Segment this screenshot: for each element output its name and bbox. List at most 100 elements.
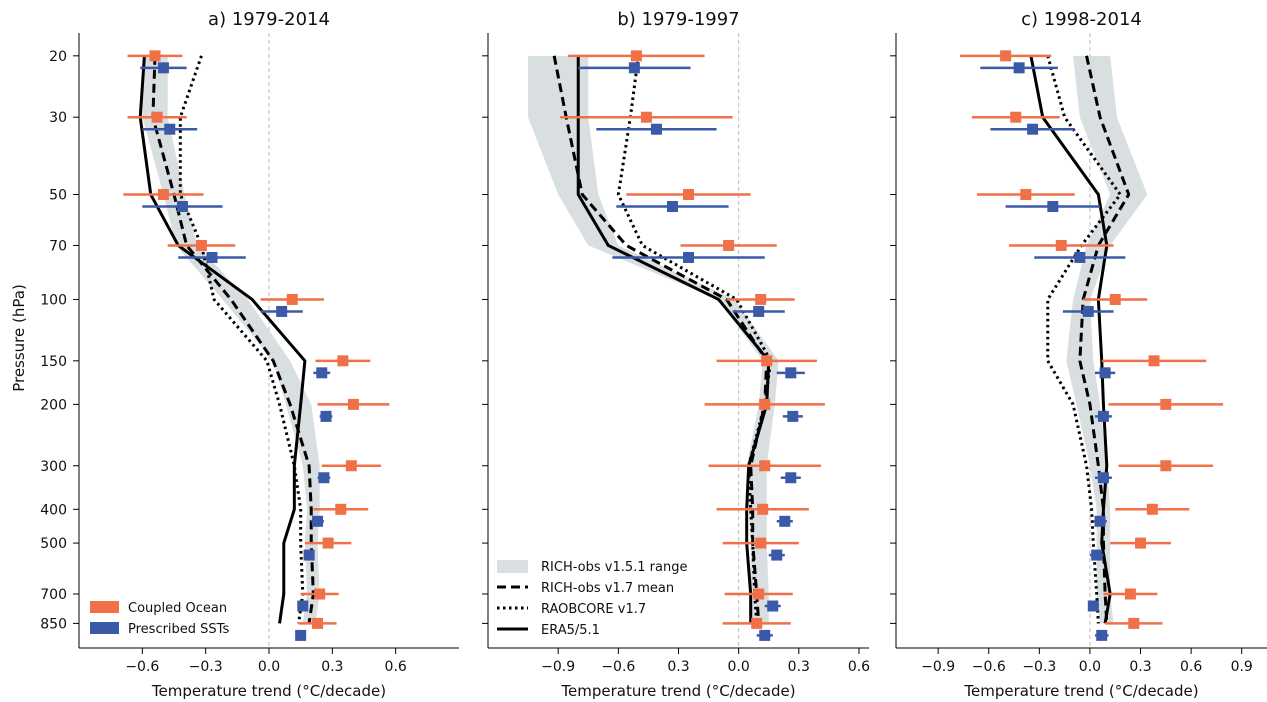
x-axis-title: Temperature trend (°C/decade) (963, 682, 1198, 700)
prescribed-point (157, 62, 169, 74)
panel-b-title: b) 1979-1997 (617, 9, 739, 30)
coupled-point (630, 50, 642, 62)
coupled-point (683, 189, 695, 201)
y-tick-label: 400 (40, 502, 67, 518)
coupled-point (1020, 189, 1032, 201)
coupled-point (1148, 355, 1160, 367)
y-tick-label: 500 (40, 536, 67, 552)
coupled-point (1160, 398, 1172, 410)
legend-b-label-raobcore: RAOBCORE v1.7 (541, 602, 646, 617)
x-tick-label: −0.9 (541, 659, 575, 675)
prescribed-point (779, 515, 791, 527)
panel-a: a) 1979-2014 20 30 50 70 100 150 200 300 400 500 70… (40, 9, 459, 700)
prescribed-point (683, 251, 695, 263)
coupled-point (1160, 460, 1172, 472)
legend-a: Coupled Ocean Prescribed SSTs (90, 601, 229, 637)
prescribed-point (1091, 549, 1103, 561)
x-tick-label: 0.6 (385, 659, 407, 675)
coupled-point (335, 503, 347, 515)
y-tick-label: 100 (40, 292, 67, 308)
legend-b-label-range: RICH-obs v1.5.1 range (541, 560, 687, 575)
prescribed-point (1047, 201, 1059, 213)
era5-5-1-line (138, 55, 307, 624)
x-axis-title: Temperature trend (°C/decade) (151, 682, 386, 700)
legend-a-swatch-coupled (90, 601, 119, 613)
prescribed-point (312, 515, 324, 527)
x-tick-label: 0.0 (258, 659, 280, 675)
x-tick-label: 0.3 (667, 659, 689, 675)
era5-5-1-line (1029, 55, 1112, 624)
coupled-point (1109, 293, 1121, 305)
panel-a-title: a) 1979-2014 (208, 9, 330, 30)
prescribed-point (759, 629, 771, 641)
coupled-point (1124, 588, 1136, 600)
legend-a-label-prescribed: Prescribed SSTs (128, 622, 229, 637)
coupled-point (761, 355, 773, 367)
y-tick-label: 200 (40, 397, 67, 413)
x-tick-label: 0.3 (321, 659, 343, 675)
y-tick-label: 150 (40, 354, 67, 370)
coupled-point (759, 398, 771, 410)
x-tick-label: −0.6 (601, 659, 635, 675)
coupled-point (723, 239, 735, 251)
legend-b-label-mean: RICH-obs v1.7 mean (541, 581, 674, 596)
prescribed-point (316, 367, 328, 379)
y-tick-label: 700 (40, 587, 67, 603)
prescribed-point (297, 600, 309, 612)
prescribed-point (771, 549, 783, 561)
coupled-point (347, 398, 359, 410)
prescribed-point (1097, 472, 1109, 484)
prescribed-point (318, 472, 330, 484)
coupled-point (1010, 111, 1022, 123)
legend-a-swatch-prescribed (90, 622, 119, 634)
prescribed-point (753, 305, 765, 317)
coupled-point (757, 503, 769, 515)
coupled-point (157, 189, 169, 201)
coupled-point (759, 460, 771, 472)
coupled-point (314, 588, 326, 600)
coupled-point (345, 460, 357, 472)
panel-c: c) 1998-2014 −0.9 −0.6 −0.3 0.0 0.3 0.6 0.9 Temp… (890, 9, 1267, 700)
prescribed-point (320, 410, 332, 422)
prescribed-point (1027, 123, 1039, 135)
coupled-point (151, 111, 163, 123)
coupled-point (337, 355, 349, 367)
prescribed-point (1087, 600, 1099, 612)
coupled-point (640, 111, 652, 123)
x-axis-title: Temperature trend (°C/decade) (560, 682, 795, 700)
coupled-point (1135, 537, 1147, 549)
range-band (142, 55, 320, 624)
legend-b: RICH-obs v1.5.1 range RICH-obs v1.7 mean… (497, 560, 687, 638)
x-tick-label: −0.6 (125, 659, 159, 675)
y-tick-label: 850 (40, 616, 67, 632)
panel-c-title: c) 1998-2014 (1021, 9, 1142, 30)
coupled-point (322, 537, 334, 549)
prescribed-point (1082, 305, 1094, 317)
coupled-point (1146, 503, 1158, 515)
x-tick-label: −0.3 (1022, 659, 1056, 675)
y-tick-label: 30 (49, 110, 67, 126)
legend-b-swatch-range (497, 560, 528, 573)
panel-b: b) 1979-1997 −0.9 −0.6 0.3 0.0 0.3 0.6 Temperat… (482, 9, 870, 700)
prescribed-point (628, 62, 640, 74)
x-tick-label: −0.3 (189, 659, 223, 675)
era5-5-1-line (576, 55, 771, 624)
x-tick-label: 0.9 (1231, 659, 1253, 675)
y-tick-label: 70 (49, 238, 67, 254)
coupled-point (755, 537, 767, 549)
coupled-point (195, 239, 207, 251)
prescribed-point (650, 123, 662, 135)
y-axis-title: Pressure (hPa) (10, 284, 28, 392)
prescribed-point (295, 629, 307, 641)
prescribed-point (1074, 251, 1086, 263)
rich-obs-v1-7-mean-line (1078, 55, 1131, 624)
coupled-point (1128, 617, 1140, 629)
coupled-point (751, 617, 763, 629)
prescribed-point (666, 201, 678, 213)
y-tick-label: 50 (49, 188, 67, 204)
x-tick-label: 0.3 (1129, 659, 1151, 675)
legend-b-label-era5: ERA5/5.1 (541, 623, 600, 638)
prescribed-point (1099, 367, 1111, 379)
rich-obs-v1-7-mean-line (151, 55, 315, 624)
